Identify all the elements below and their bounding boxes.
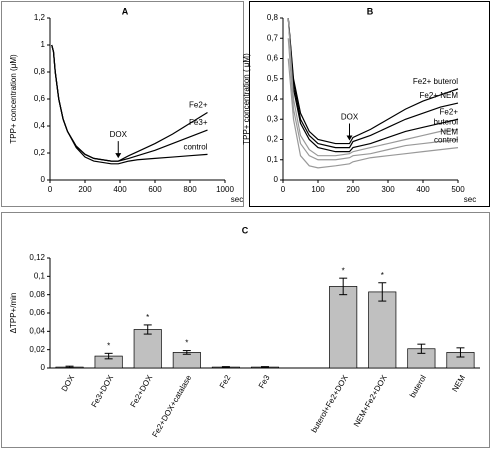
y-axis-label: TPP+ concentration ( μM): [242, 53, 251, 145]
line: [287, 17, 459, 149]
significance-marker: *: [146, 313, 149, 322]
x-tick-label: Fe3: [257, 373, 272, 390]
x-tick-label: Fe2+DOX: [129, 373, 155, 409]
x-tick-label: Fe2+DOX+catalase: [150, 373, 193, 439]
significance-marker: *: [381, 271, 384, 280]
y-tick-label: 0,04: [29, 326, 45, 335]
significance-marker: *: [185, 339, 188, 348]
y-tick-label: 0,1: [267, 155, 279, 164]
panel-frame: [1, 212, 490, 448]
x-tick-label: 400: [113, 185, 127, 194]
y-tick-label: 1,2: [34, 13, 46, 22]
line: [287, 17, 459, 157]
chart-title: C: [242, 225, 249, 235]
legend-label: control: [434, 136, 458, 145]
x-tick-label: 0: [281, 185, 286, 194]
line: [287, 17, 459, 153]
y-tick-label: 0,08: [29, 290, 45, 299]
legend-label: control: [183, 142, 207, 151]
annotation: DOX: [110, 130, 128, 139]
x-tick-label: buterol: [408, 373, 428, 399]
annotation-arrowhead: [346, 135, 353, 141]
bar: [329, 286, 358, 369]
significance-marker: *: [342, 266, 345, 275]
legend-label: Fe3+: [189, 118, 208, 127]
legend-label: Fe2+ NEM: [420, 91, 459, 100]
x-tick-label: 800: [183, 185, 197, 194]
y-tick-label: 0,8: [267, 13, 279, 22]
x-tick-label: buterol+Fe2+DOX: [309, 373, 350, 434]
legend-label: Fe2+: [189, 101, 208, 110]
x-tick-label: 600: [148, 185, 162, 194]
x-tick-label: NEM: [450, 373, 467, 393]
y-tick-label: 0,06: [29, 308, 45, 317]
chart-title: A: [122, 6, 129, 16]
line: [287, 38, 459, 161]
y-tick-label: 0,12: [29, 253, 45, 262]
y-axis-label: TPP+ concentration (μM): [9, 54, 18, 144]
x-axis-label: sec: [231, 195, 243, 204]
y-tick-label: 0,7: [267, 33, 279, 42]
y-tick-label: 0: [41, 363, 46, 372]
x-tick-label: NEM+Fe2+DOX: [352, 373, 389, 429]
legend-label: buterol: [434, 117, 459, 126]
x-tick-label: 1000: [216, 185, 234, 194]
x-tick-label: DOX: [60, 373, 77, 393]
y-tick-label: 0,02: [29, 345, 45, 354]
y-tick-label: 0,1: [34, 271, 46, 280]
chart-title: B: [367, 6, 374, 16]
x-axis-label: sec: [464, 195, 476, 204]
y-tick-label: 0,3: [267, 114, 279, 123]
y-tick-label: 0,5: [267, 74, 279, 83]
bar: [368, 291, 397, 369]
x-tick-label: 400: [416, 185, 430, 194]
x-tick-label: 100: [311, 185, 325, 194]
y-tick-label: 0: [274, 175, 279, 184]
panel-frame: [1, 1, 244, 207]
annotation: DOX: [341, 113, 359, 122]
x-tick-label: 300: [381, 185, 395, 194]
legend-label: NEM: [440, 128, 458, 137]
y-tick-label: 0,4: [34, 121, 46, 130]
x-tick-label: Fe3+DOX: [90, 373, 116, 409]
y-tick-label: 0,2: [34, 148, 46, 157]
x-tick-label: 500: [451, 185, 465, 194]
legend-label: Fe2+ buterol: [413, 77, 458, 86]
bar: [172, 352, 201, 369]
panel-frame: [249, 1, 490, 207]
annotation-arrowhead: [115, 153, 122, 159]
legend-label: Fe2+: [440, 107, 459, 116]
line: [51, 44, 208, 165]
y-axis-label: ΔTPP+/min: [9, 293, 18, 334]
y-tick-label: 1: [41, 40, 46, 49]
y-tick-label: 0,6: [267, 54, 279, 63]
y-tick-label: 0,8: [34, 67, 46, 76]
y-tick-label: 0,6: [34, 94, 46, 103]
x-tick-label: 200: [78, 185, 92, 194]
line: [287, 58, 459, 169]
x-tick-label: 0: [48, 185, 53, 194]
x-tick-label: 200: [346, 185, 360, 194]
significance-marker: *: [107, 341, 110, 350]
y-tick-label: 0,4: [267, 94, 279, 103]
y-tick-label: 0,2: [267, 135, 279, 144]
y-tick-label: 0: [41, 175, 46, 184]
bar: [133, 329, 162, 369]
line: [287, 17, 459, 145]
x-tick-label: Fe2: [218, 373, 233, 390]
